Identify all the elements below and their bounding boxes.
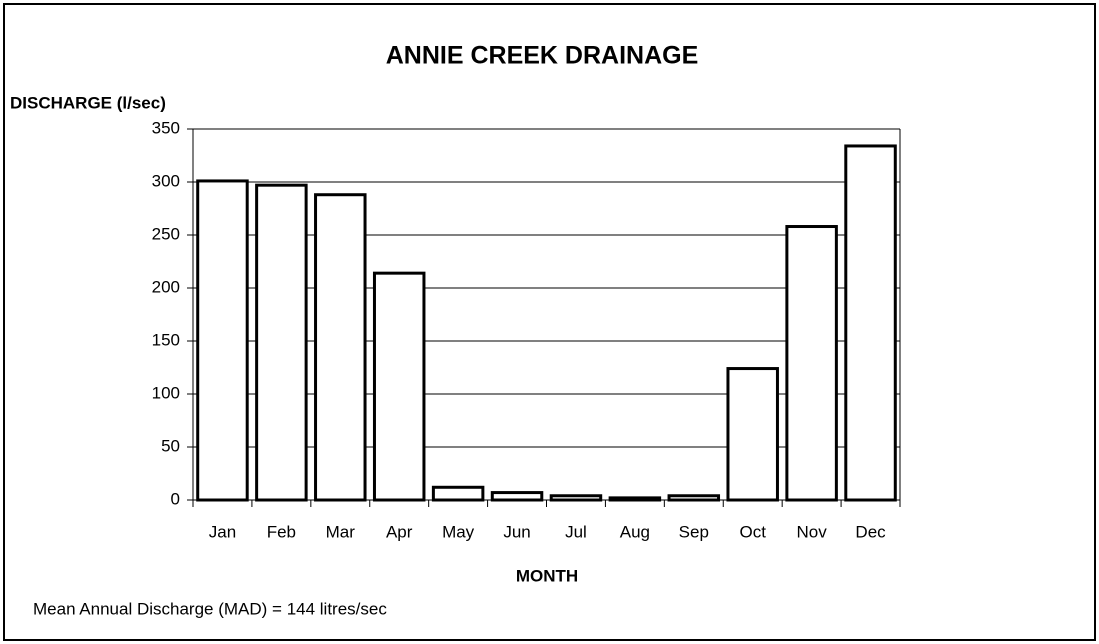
x-tick-label: Sep: [679, 522, 709, 541]
x-tick-label: Nov: [797, 522, 828, 541]
bar: [844, 144, 897, 502]
bar: [372, 271, 426, 502]
y-tick-label: 200: [152, 277, 180, 296]
bar: [255, 183, 308, 502]
bar: [726, 367, 779, 502]
x-tick-label: Mar: [326, 522, 356, 541]
annotation: Mean Annual Discharge (MAD) = 144 litres…: [33, 599, 387, 618]
x-axis-label: MONTH: [516, 566, 578, 585]
x-tick-label: Oct: [739, 522, 766, 541]
x-tick-label: May: [442, 522, 475, 541]
x-tick-label: Dec: [855, 522, 886, 541]
x-tick-label: Jan: [209, 522, 236, 541]
y-axis-label: DISCHARGE (l/sec): [10, 93, 166, 112]
bar: [431, 485, 485, 502]
x-tick-label: Apr: [386, 522, 413, 541]
y-tick-label: 50: [161, 436, 180, 455]
y-tick-label: 350: [152, 118, 180, 137]
y-tick-label: 100: [152, 383, 180, 402]
chart-border: [3, 3, 1096, 641]
bar: [785, 225, 838, 502]
x-tick-label: Feb: [267, 522, 296, 541]
y-tick-label: 250: [152, 224, 180, 243]
y-tick-label: 0: [171, 489, 180, 508]
bar: [490, 491, 544, 502]
y-tick-label: 300: [152, 171, 180, 190]
bar: [314, 193, 367, 502]
y-tick-label: 150: [152, 330, 180, 349]
x-tick-label: Aug: [620, 522, 650, 541]
bar: [196, 179, 249, 502]
x-tick-label: Jul: [565, 522, 587, 541]
bar: [667, 494, 721, 502]
bar: [549, 494, 603, 502]
x-tick-label: Jun: [503, 522, 530, 541]
chart-title: ANNIE CREEK DRAINAGE: [386, 42, 699, 70]
